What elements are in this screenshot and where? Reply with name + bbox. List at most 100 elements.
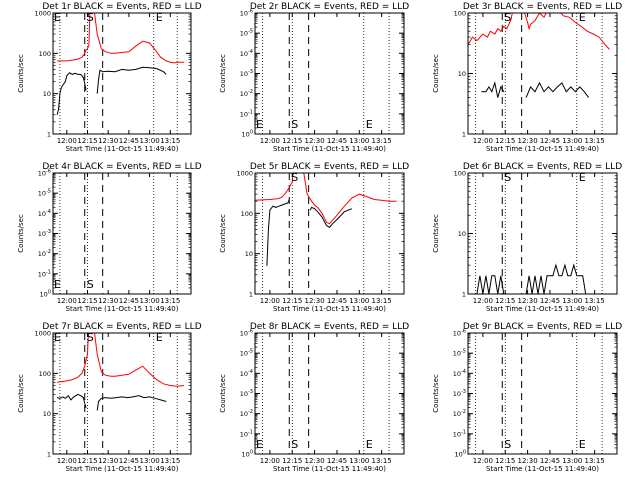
det-7-y-tick-label: 100 [39, 370, 51, 378]
det-2-start-marker: S [291, 118, 298, 131]
det-4-x-tick-label: 12:00 [57, 297, 77, 305]
det-5-lld-red-line [255, 173, 397, 225]
det-6-start-marker: S [504, 171, 511, 184]
det-7-y-tick-label: 1000 [34, 330, 51, 338]
det-2-x-tick-label: 12:15 [282, 137, 302, 145]
det-5-y-tick-label: 100 [241, 210, 253, 218]
det-8-y-tick-label: 10-4 [240, 369, 253, 378]
det-6-x-tick-label: 12:00 [473, 297, 493, 305]
det-2-end-marker-right: E [366, 118, 373, 131]
det-1-x-tick-label: 12:15 [77, 137, 97, 145]
det-2-y-tick-label: 10-4 [240, 49, 253, 58]
det-6-x-tick-label: 13:00 [562, 297, 582, 305]
det-9-title: Det 9r BLACK = Events, RED = LLD [463, 322, 622, 332]
det-5-x-tick-label: 12:45 [327, 297, 347, 305]
det-8-ylabel: Counts/sec [219, 374, 227, 413]
det-9-x-tick-label: 13:15 [585, 457, 605, 465]
det-2-x-tick-label: 12:45 [327, 137, 347, 145]
det-6-x-tick-label: 12:30 [518, 297, 538, 305]
det-5-plot-frame [254, 172, 405, 295]
det-9-y-tick-label: 100 [455, 450, 466, 459]
det-9-y-tick-label: 10-1 [453, 429, 466, 438]
det-5-y-tick-label: 1 [249, 291, 253, 299]
det-3-y-tick-label: 1 [462, 131, 466, 139]
det-7-x-tick-label: 12:30 [98, 457, 118, 465]
det-8-title: Det 8r BLACK = Events, RED = LLD [250, 322, 409, 332]
det-7-ylabel: Counts/sec [17, 374, 25, 413]
det-7-x-tick-label: 13:15 [160, 457, 180, 465]
det-4-y-tick-label: 10-3 [38, 229, 51, 238]
det-7-title: Det 7r BLACK = Events, RED = LLD [42, 322, 201, 332]
det-8-y-tick-label: 100 [242, 450, 253, 459]
det-3-xlabel: Start Time (11-Oct-15 11:49:40) [486, 145, 599, 153]
det-1-x-tick-label: 12:00 [57, 137, 77, 145]
det-1-ylabel: Counts/sec [17, 54, 25, 93]
det-4-y-tick-label: 10-2 [38, 249, 51, 258]
det-2-end-marker-left: E [256, 118, 263, 131]
det-4-plot-frame [52, 172, 192, 295]
det-1-x-tick-label: 13:00 [140, 137, 160, 145]
det-6-plot-frame [467, 172, 618, 295]
det-4-y-tick-label: 100 [40, 290, 51, 299]
det-7-x-tick-label: 12:45 [119, 457, 139, 465]
det-8-y-tick-label: 10-2 [240, 409, 253, 418]
det-3-x-tick-label: 13:00 [562, 137, 582, 145]
det-2-y-tick-label: 10-3 [240, 69, 253, 78]
det-1-xlabel: Start Time (11-Oct-15 11:49:40) [66, 145, 179, 153]
det-9-y-tick-label: 10-2 [453, 409, 466, 418]
det-5-y-tick-label: 10 [245, 250, 253, 258]
det-8-y-tick-label: 10-1 [240, 429, 253, 438]
det-3-x-tick-label: 12:15 [495, 137, 515, 145]
det-6-xlabel: Start Time (11-Oct-15 11:49:40) [486, 305, 599, 313]
det-8-y-tick-label: 10-5 [240, 349, 253, 358]
det-9-y-tick-label: 10-5 [453, 349, 466, 358]
det-4-x-tick-label: 12:15 [77, 297, 97, 305]
det-2-x-tick-label: 13:00 [349, 137, 369, 145]
det-3-events-black-line [481, 80, 505, 98]
det-6-x-tick-label: 13:15 [585, 297, 605, 305]
det-2-title: Det 2r BLACK = Events, RED = LLD [250, 2, 409, 12]
det-9-ylabel: Counts/sec [432, 374, 440, 413]
det-3-x-tick-label: 12:45 [540, 137, 560, 145]
det-5-y-tick-label: 1000 [236, 170, 253, 178]
det-2-plot-frame [254, 12, 405, 135]
det-8-x-tick-label: 13:15 [372, 457, 392, 465]
det-6-events-black-line [476, 275, 505, 294]
det-8-x-tick-label: 12:30 [305, 457, 325, 465]
det-7-xlabel: Start Time (11-Oct-15 11:49:40) [66, 465, 179, 473]
det-7-x-tick-label: 12:00 [57, 457, 77, 465]
det-7-lld-red-line [57, 333, 185, 387]
det-3-y-tick-label: 100 [454, 10, 466, 18]
det-9-x-tick-label: 13:00 [562, 457, 582, 465]
det-3-ylabel: Counts/sec [432, 54, 440, 93]
det-2-ylabel: Counts/sec [219, 54, 227, 93]
det-2-x-tick-label: 12:00 [260, 137, 280, 145]
det-1-lld-red-line [57, 13, 185, 64]
det-5-x-tick-label: 12:15 [282, 297, 302, 305]
det-7-x-tick-label: 13:00 [140, 457, 160, 465]
det-1-x-tick-label: 13:15 [160, 137, 180, 145]
det-6-ylabel: Counts/sec [432, 214, 440, 253]
det-9-plot-frame [467, 332, 618, 455]
det-9-start-marker: S [504, 438, 511, 451]
det-8-y-tick-label: 10-3 [240, 389, 253, 398]
det-8-end-marker-right: E [366, 438, 373, 451]
det-9-y-tick-label: 10-3 [453, 389, 466, 398]
det-1-end-marker-right: E [156, 11, 163, 24]
det-9-x-tick-label: 12:00 [473, 457, 493, 465]
det-4-title: Det 4r BLACK = Events, RED = LLD [42, 162, 201, 172]
det-8-x-tick-label: 12:00 [260, 457, 280, 465]
det-3-x-tick-label: 12:00 [473, 137, 493, 145]
det-2-y-tick-label: 10-2 [240, 89, 253, 98]
det-6-y-tick-label: 10 [458, 230, 466, 238]
det-1-x-tick-label: 12:45 [119, 137, 139, 145]
det-9-y-tick-label: 10-6 [453, 329, 466, 338]
det-1-title: Det 1r BLACK = Events, RED = LLD [42, 2, 201, 12]
det-1-y-tick-label: 100 [39, 50, 51, 58]
det-5-x-tick-label: 13:00 [349, 297, 369, 305]
det-4-x-tick-label: 13:00 [140, 297, 160, 305]
det-2-x-tick-label: 13:15 [372, 137, 392, 145]
det-7-x-tick-label: 12:15 [77, 457, 97, 465]
det-6-y-tick-label: 100 [454, 170, 466, 178]
det-3-lld-red-line [468, 13, 610, 50]
